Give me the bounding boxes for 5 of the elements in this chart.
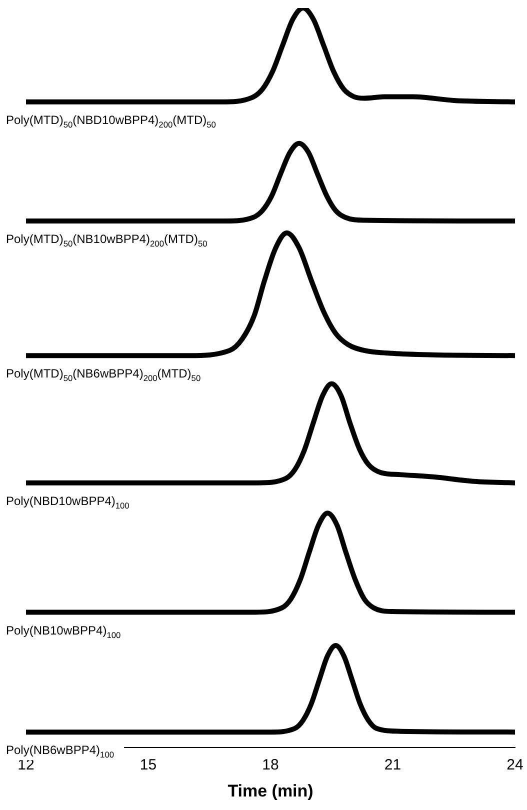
x-tick-label: 21 <box>384 756 402 774</box>
x-tick-label: 15 <box>140 756 157 774</box>
x-axis-title: Time (min) <box>228 781 314 800</box>
x-tick-label: 18 <box>262 756 279 774</box>
x-tick-label: 24 <box>506 756 524 774</box>
